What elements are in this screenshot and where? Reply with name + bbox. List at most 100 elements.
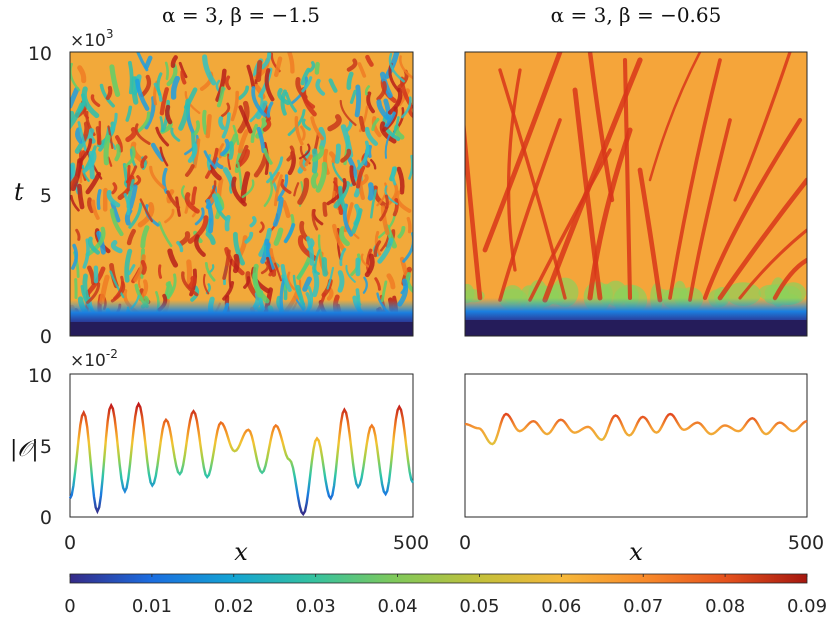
heatmap-streak — [238, 105, 253, 134]
heatmap-streak — [274, 262, 283, 282]
heatmap-streak — [351, 208, 363, 234]
heatmap-streak — [297, 177, 310, 205]
heatmap-streak — [184, 192, 200, 214]
exponent-bottom: ×10-2 — [70, 347, 118, 371]
heatmap-streak — [265, 242, 275, 270]
heatmap-streak — [338, 185, 347, 212]
heatmap-streak — [356, 140, 370, 170]
heatmap-defect-line — [733, 52, 792, 202]
heatmap-streak — [327, 114, 342, 132]
heatmap-streak — [374, 230, 381, 256]
heatmap-streak — [399, 256, 408, 276]
heatmap-streak — [312, 269, 320, 298]
heatmap-streak — [224, 214, 231, 232]
heatmap-streak — [300, 125, 306, 141]
heatmap-streak — [293, 182, 300, 197]
heatmap-streak — [215, 68, 227, 102]
colorbar-tick-label: 0.04 — [378, 596, 418, 617]
colorbar-tick-label: 0.03 — [296, 596, 336, 617]
heatmap-streak — [364, 85, 371, 96]
heatmap-streak — [205, 114, 212, 139]
heatmap-streak — [313, 249, 321, 274]
heatmap-streak — [372, 185, 389, 209]
heatmap-left-streaks — [70, 52, 413, 336]
heatmap-streak — [402, 232, 413, 263]
heatmap-streak — [77, 65, 87, 84]
heatmap-streak — [77, 183, 85, 210]
heatmap-streak — [379, 121, 397, 144]
heatmap-streak — [249, 216, 257, 228]
heatmap-defect-line — [572, 87, 603, 301]
heatmap-streak — [322, 201, 328, 217]
heatmap-streak — [216, 86, 225, 108]
heatmap-streak — [139, 198, 154, 223]
heatmap-streak — [85, 226, 106, 257]
heatmap-streak — [280, 263, 292, 292]
heatmap-streak — [131, 76, 139, 105]
heatmap-streak — [367, 144, 372, 159]
heatmap-streak — [349, 89, 357, 104]
heatmap-streak — [164, 208, 175, 224]
heatmap-streak — [347, 157, 359, 179]
heatmap-defect-line — [637, 167, 663, 303]
heatmap-streak — [125, 127, 137, 143]
heatmap-streak — [124, 248, 133, 283]
heatmap-streak — [377, 237, 394, 264]
heatmap-streak — [301, 118, 311, 131]
heatmap-streak — [315, 78, 326, 96]
heatmap-streak — [365, 54, 374, 67]
heatmap-streak — [302, 276, 312, 292]
heatmap-streak — [123, 193, 131, 216]
heatmap-streak — [109, 64, 121, 97]
heatmap-defect-line — [498, 118, 562, 302]
heatmap-streak — [260, 52, 272, 70]
lineplot-left-frame — [69, 373, 414, 518]
heatmap-streak — [218, 116, 226, 130]
heatmap-streak — [70, 62, 81, 92]
heatmap-streak — [180, 70, 187, 85]
heatmap-streak — [301, 76, 313, 93]
heatmap-streak — [295, 77, 308, 100]
heatmap-streak — [232, 231, 245, 266]
heatmap-streak — [262, 118, 272, 132]
colorbar-tick-label: 0.09 — [787, 596, 827, 617]
heatmap-streak — [408, 154, 413, 180]
heatmap-streak — [212, 193, 223, 212]
heatmap-streak — [105, 85, 113, 101]
heatmap-defect-line — [622, 57, 633, 301]
heatmap-streak — [170, 75, 180, 100]
heatmap-streak — [274, 56, 283, 78]
heatmap-streak — [185, 164, 195, 177]
heatmap-streak — [194, 207, 205, 226]
heatmap-streak — [167, 248, 179, 268]
heatmap-streak — [157, 264, 163, 279]
xlabel-right: x — [629, 538, 643, 566]
heatmap-streak — [345, 264, 356, 283]
heatmap-streak — [81, 165, 90, 182]
heatmap-streak — [176, 241, 184, 253]
heatmap-right — [465, 52, 807, 336]
heatmap-streak — [126, 164, 131, 192]
heatmap-streak — [264, 68, 275, 102]
heatmap-streak — [187, 143, 198, 163]
heatmap-streak — [370, 159, 377, 170]
heatmap-streak — [308, 61, 316, 73]
colorbar-tick-label: 0.01 — [132, 596, 172, 617]
heatmap-streak — [204, 262, 216, 282]
heatmap-streak — [150, 142, 165, 162]
ylabel-order-param: |𝒪| — [10, 437, 39, 462]
heatmap-streak — [228, 258, 233, 288]
heatmap-streak — [362, 276, 368, 294]
heatmap-streak — [408, 104, 413, 118]
heatmap-streak — [88, 236, 100, 255]
heatmap-streak — [202, 273, 210, 295]
heatmap-streak — [75, 127, 84, 144]
heatmap-streak — [90, 94, 101, 108]
heatmap-streak — [99, 83, 115, 108]
heatmap-streak — [186, 259, 193, 289]
heatmap-streak — [162, 167, 169, 194]
heatmap-streak — [81, 86, 100, 119]
heatmap-streak — [337, 270, 345, 293]
heatmap-streak — [135, 78, 150, 111]
title-left: α = 3, β = −1.5 — [162, 3, 320, 27]
